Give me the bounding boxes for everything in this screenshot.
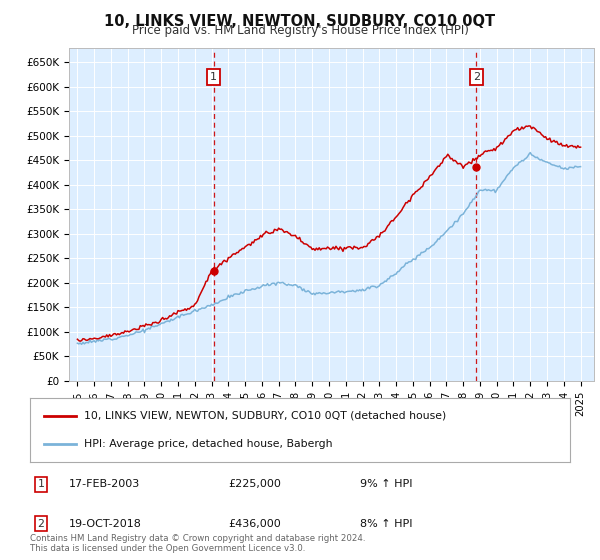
Text: 2: 2 <box>473 72 480 82</box>
Text: 19-OCT-2018: 19-OCT-2018 <box>69 519 142 529</box>
Text: £225,000: £225,000 <box>228 479 281 489</box>
Text: £436,000: £436,000 <box>228 519 281 529</box>
Text: 1: 1 <box>210 72 217 82</box>
Text: 1: 1 <box>37 479 44 489</box>
Text: 10, LINKS VIEW, NEWTON, SUDBURY, CO10 0QT (detached house): 10, LINKS VIEW, NEWTON, SUDBURY, CO10 0Q… <box>84 410 446 421</box>
Text: 17-FEB-2003: 17-FEB-2003 <box>69 479 140 489</box>
Text: Contains HM Land Registry data © Crown copyright and database right 2024.
This d: Contains HM Land Registry data © Crown c… <box>30 534 365 553</box>
Text: 10, LINKS VIEW, NEWTON, SUDBURY, CO10 0QT: 10, LINKS VIEW, NEWTON, SUDBURY, CO10 0Q… <box>104 14 496 29</box>
Text: Price paid vs. HM Land Registry's House Price Index (HPI): Price paid vs. HM Land Registry's House … <box>131 24 469 37</box>
Text: HPI: Average price, detached house, Babergh: HPI: Average price, detached house, Babe… <box>84 439 332 449</box>
Text: 8% ↑ HPI: 8% ↑ HPI <box>360 519 413 529</box>
Text: 2: 2 <box>37 519 44 529</box>
Text: 9% ↑ HPI: 9% ↑ HPI <box>360 479 413 489</box>
